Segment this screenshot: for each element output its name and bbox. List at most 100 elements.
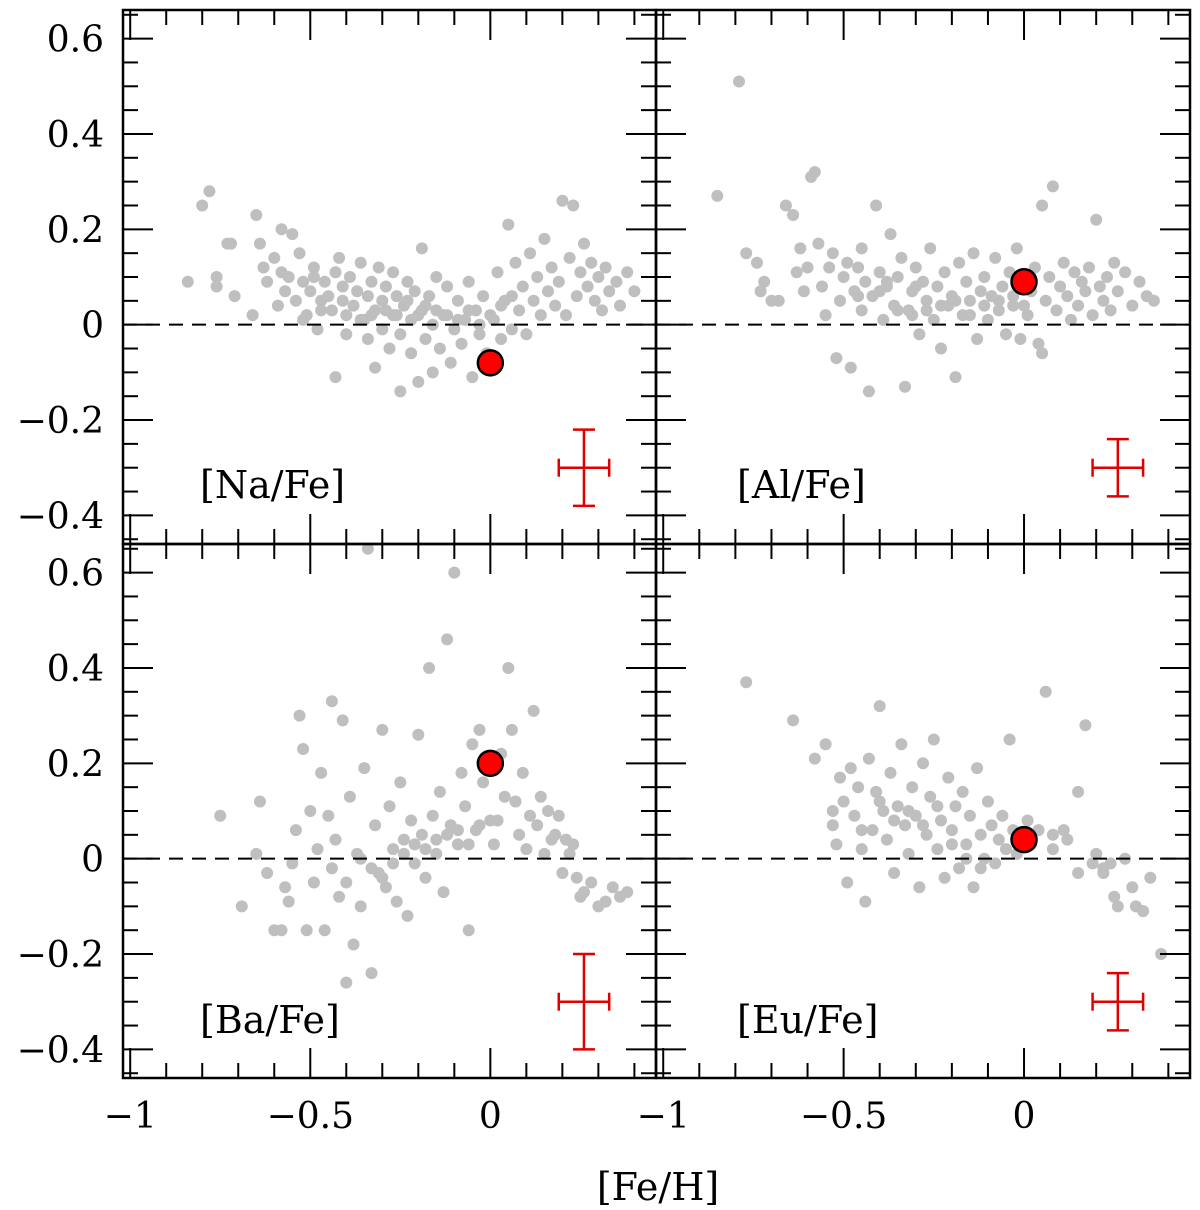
na-fe-point [542, 285, 554, 298]
ba-fe-point [441, 633, 454, 646]
al-fe-point [812, 237, 825, 250]
x-tick-label: −0.5 [800, 1096, 887, 1137]
ba-fe-point [542, 805, 554, 817]
ba-fe-point [477, 776, 490, 789]
al-fe-point [870, 199, 883, 212]
na-fe-point [361, 290, 374, 303]
y-tick-label: 0.2 [47, 744, 104, 785]
eu-fe-point [967, 881, 980, 894]
ba-fe-point [531, 819, 544, 832]
na-fe-point [307, 261, 320, 274]
eu-fe-point [852, 781, 865, 794]
na-fe-point [484, 309, 497, 322]
ba-fe-point [408, 857, 421, 870]
na-fe-point [505, 323, 518, 336]
al-fe-point [996, 280, 1009, 293]
al-fe-point [1050, 304, 1063, 317]
al-fe-point [1014, 333, 1027, 345]
al-fe-point [1119, 266, 1132, 279]
ba-fe-point [466, 738, 479, 751]
ba-fe-point [325, 862, 338, 875]
ba-fe-point [369, 819, 382, 832]
eu-fe-point [927, 733, 940, 746]
na-fe-point [376, 294, 389, 307]
na-fe-point [203, 185, 216, 198]
na-fe-point [297, 275, 310, 288]
ba-fe-point [279, 881, 292, 894]
eu-fe-point [837, 795, 850, 808]
al-fe-point [1043, 271, 1056, 283]
al-fe-point [949, 294, 962, 307]
na-fe-point [592, 271, 605, 283]
ba-fe-point [318, 924, 331, 937]
eu-fe-point [917, 757, 929, 770]
al-fe-point [819, 309, 832, 322]
al-fe-point [1068, 266, 1081, 279]
ba-fe-error-bar [557, 952, 611, 1051]
na-fe-point [513, 304, 526, 317]
ba-fe-point [340, 876, 353, 889]
na-fe-point [614, 299, 626, 312]
al-fe-point [787, 209, 800, 221]
eu-fe-point [1108, 890, 1121, 903]
ba-fe-point [538, 847, 551, 860]
na-fe-point [311, 323, 324, 336]
ba-fe-point [340, 976, 353, 989]
eu-fe-point [938, 871, 951, 884]
ba-fe-point [462, 838, 475, 851]
na-fe-point [556, 194, 569, 207]
na-fe-point [412, 309, 425, 322]
ba-fe-point [408, 838, 421, 851]
al-fe-highlight [1010, 268, 1038, 296]
na-fe-point [516, 280, 529, 293]
eu-fe-point [848, 809, 861, 822]
eu-fe-point [1039, 685, 1052, 698]
ba-fe-point [502, 662, 515, 674]
na-fe-point [225, 237, 237, 250]
al-fe-point [963, 309, 976, 322]
eu-fe-point [859, 895, 872, 908]
eu-fe-point [956, 785, 969, 798]
eu-fe-point [830, 838, 843, 851]
al-fe-error-bar [1091, 437, 1145, 498]
na-fe-point [451, 313, 464, 326]
na-fe-point [527, 294, 540, 307]
al-fe-point [1111, 285, 1124, 298]
al-fe-point [852, 290, 865, 303]
ba-fe-point [325, 695, 338, 708]
al-fe-point [1007, 290, 1020, 303]
na-fe-point [408, 285, 421, 298]
ba-fe-point [549, 828, 562, 841]
al-fe-point [877, 313, 890, 326]
al-fe-point [758, 275, 771, 288]
na-fe-point [545, 261, 558, 274]
al-fe-point [841, 256, 854, 269]
al-fe-point [960, 275, 973, 288]
eu-fe-point [808, 752, 821, 765]
al-fe-point [920, 304, 933, 317]
ba-fe-point [567, 838, 580, 851]
eu-fe-point [855, 824, 868, 837]
na-fe-point [293, 247, 306, 260]
ba-fe-point [315, 766, 328, 779]
eu-fe-point [1111, 900, 1124, 913]
al-fe-point [1108, 256, 1121, 269]
al-fe-point [1086, 309, 1099, 322]
ba-fe-point [415, 828, 428, 841]
eu-fe-point [855, 843, 868, 856]
y-tick-label: −0.2 [17, 935, 104, 976]
na-fe-point [502, 218, 515, 231]
na-fe-point [552, 275, 565, 288]
al-fe-point [884, 228, 897, 241]
na-fe-point [351, 285, 364, 298]
ba-fe-point [430, 847, 443, 860]
eu-fe-point [931, 800, 944, 813]
eu-fe-point [826, 805, 839, 817]
ba-fe-point [473, 723, 486, 736]
al-fe-point [909, 280, 922, 293]
al-fe-point [974, 285, 987, 298]
eu-fe-point [1057, 824, 1070, 837]
panel-eu-fe: [Eu/Fe] [656, 676, 1190, 1042]
ba-fe-point [300, 924, 313, 937]
